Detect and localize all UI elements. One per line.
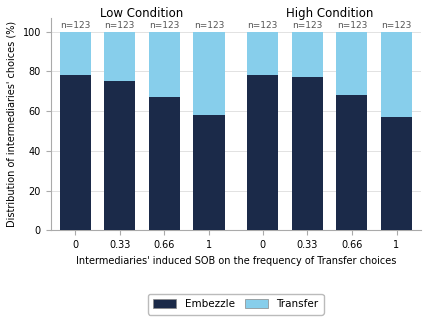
Y-axis label: Distribution of intermediaries' choices (%): Distribution of intermediaries' choices … (7, 21, 17, 227)
Text: n=123: n=123 (292, 20, 322, 29)
Bar (193, 115, 225, 230)
Bar (149, 32, 180, 97)
Text: n=123: n=123 (104, 20, 135, 29)
Bar (59, 75, 91, 230)
Text: n=123: n=123 (247, 20, 278, 29)
Bar (104, 81, 135, 230)
Bar (381, 117, 412, 230)
Bar (104, 32, 135, 81)
Text: High Condition: High Condition (286, 7, 373, 20)
X-axis label: Intermediaries' induced SOB on the frequency of Transfer choices: Intermediaries' induced SOB on the frequ… (76, 256, 396, 266)
Text: n=123: n=123 (381, 20, 412, 29)
Bar (336, 95, 368, 230)
Bar (336, 32, 368, 95)
Bar (247, 75, 278, 230)
Bar (291, 77, 323, 230)
Bar (59, 32, 91, 75)
Text: n=123: n=123 (149, 20, 180, 29)
Bar (149, 97, 180, 230)
Bar (247, 32, 278, 75)
Text: n=123: n=123 (337, 20, 367, 29)
Text: Low Condition: Low Condition (101, 7, 184, 20)
Text: n=123: n=123 (194, 20, 224, 29)
Legend: Embezzle, Transfer: Embezzle, Transfer (148, 294, 324, 315)
Text: n=123: n=123 (60, 20, 90, 29)
Bar (291, 32, 323, 77)
Bar (381, 32, 412, 117)
Bar (193, 32, 225, 115)
